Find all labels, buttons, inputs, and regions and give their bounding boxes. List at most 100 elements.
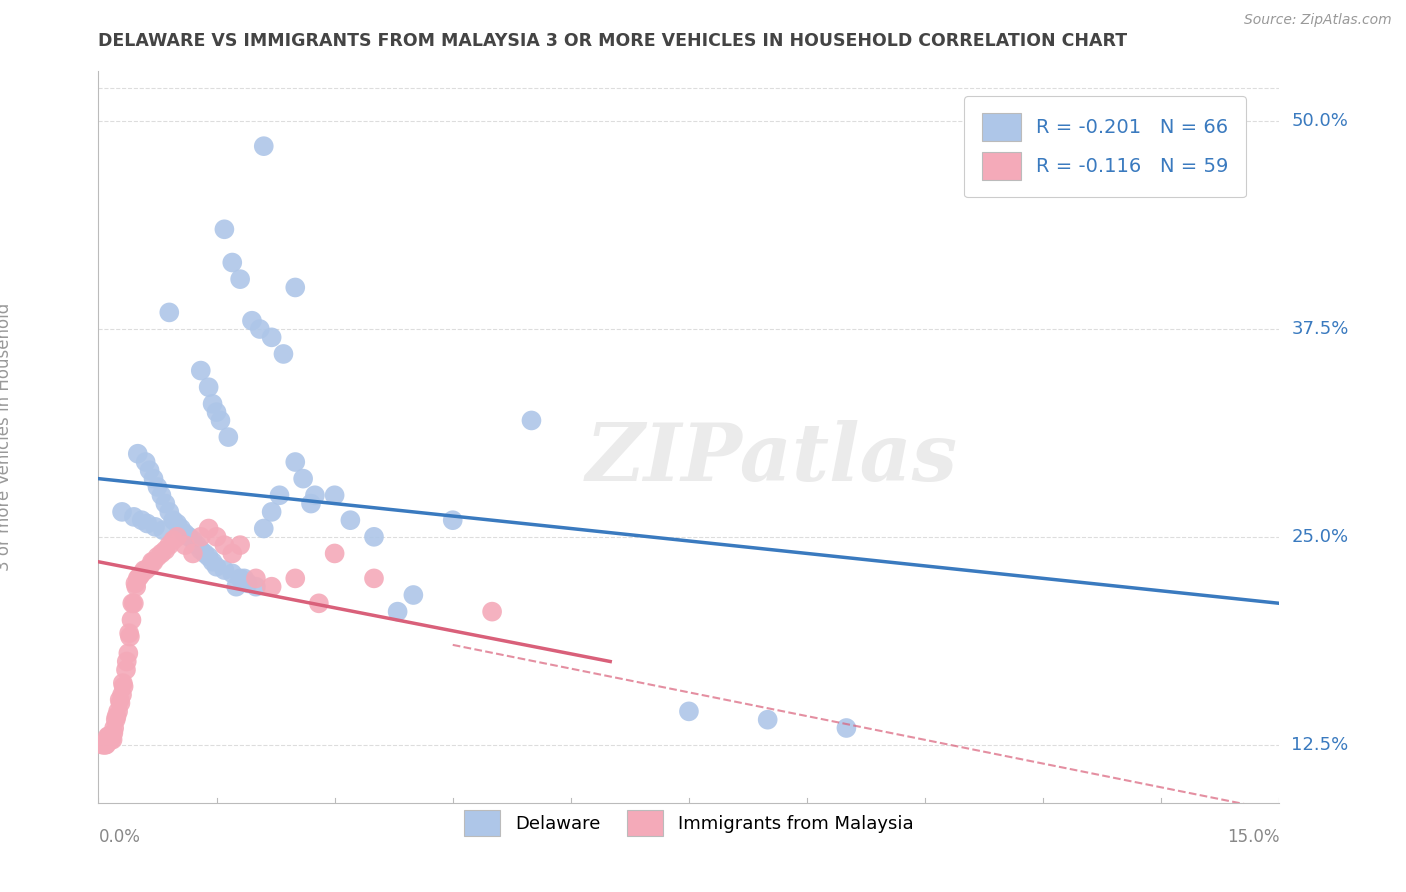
Point [115,655,138,669]
Point [174,526,197,541]
Point [91,738,114,752]
Point [112,680,135,694]
Point [181,533,204,548]
Point [157,305,180,319]
Point [253,521,276,535]
Point [111,676,134,690]
Point [127,571,149,585]
Point [110,696,132,710]
Text: ZIPatlas: ZIPatlas [585,420,957,498]
Text: 0.0%: 0.0% [98,828,141,846]
Point [221,546,243,560]
Point [273,347,295,361]
Point [166,516,188,531]
Point [157,538,180,552]
Text: Source: ZipAtlas.com: Source: ZipAtlas.com [1244,13,1392,28]
Point [162,513,184,527]
Point [186,538,208,552]
Point [269,488,291,502]
Point [201,555,224,569]
Point [135,563,157,577]
Point [520,413,543,427]
Point [181,546,204,560]
Point [217,430,239,444]
Point [221,566,243,581]
Legend: Delaware, Immigrants from Malaysia: Delaware, Immigrants from Malaysia [449,794,929,852]
Point [209,413,232,427]
Point [146,549,169,564]
Text: 12.5%: 12.5% [1291,736,1348,754]
Point [107,705,129,719]
Point [323,546,346,560]
Point [97,729,120,743]
Point [678,705,700,719]
Point [155,497,177,511]
Text: DELAWARE VS IMMIGRANTS FROM MALAYSIA 3 OR MORE VEHICLES IN HOUSEHOLD CORRELATION: DELAWARE VS IMMIGRANTS FROM MALAYSIA 3 O… [98,32,1128,50]
Point [308,596,330,610]
Point [481,605,503,619]
Point [260,330,283,344]
Point [142,472,165,486]
Point [138,463,160,477]
Point [94,738,117,752]
Point [221,255,243,269]
Point [363,530,385,544]
Point [118,630,141,644]
Point [441,513,464,527]
Point [118,626,141,640]
Point [197,521,219,535]
Point [91,738,114,752]
Text: 3 or more Vehicles in Household: 3 or more Vehicles in Household [0,303,13,571]
Point [142,555,165,569]
Point [229,538,252,552]
Point [97,729,120,743]
Point [131,566,153,581]
Point [150,488,173,502]
Point [136,516,159,531]
Point [214,222,236,236]
Point [146,480,169,494]
Point [174,538,197,552]
Point [138,559,160,574]
Point [323,488,346,502]
Point [124,576,146,591]
Point [103,721,125,735]
Point [127,447,149,461]
Point [93,738,115,752]
Point [214,563,236,577]
Point [104,713,127,727]
Point [225,580,247,594]
Point [100,732,122,747]
Point [292,472,315,486]
Point [177,530,200,544]
Point [205,530,228,544]
Point [205,405,228,419]
Point [229,272,252,286]
Point [108,692,131,706]
Point [122,509,145,524]
Point [121,613,143,627]
Point [260,505,283,519]
Text: 25.0%: 25.0% [1291,528,1348,546]
Point [194,546,217,560]
Point [402,588,425,602]
Point [98,729,121,743]
Point [170,521,193,535]
Point [253,139,276,153]
Point [201,397,224,411]
Point [236,576,259,591]
Point [152,523,174,537]
Point [339,513,361,527]
Point [162,533,184,548]
Point [111,505,134,519]
Point [197,380,219,394]
Point [205,559,228,574]
Point [105,709,128,723]
Point [233,571,256,585]
Text: 37.5%: 37.5% [1291,320,1348,338]
Point [245,580,267,594]
Point [190,363,212,377]
Point [115,663,138,677]
Point [284,280,307,294]
Point [166,530,188,544]
